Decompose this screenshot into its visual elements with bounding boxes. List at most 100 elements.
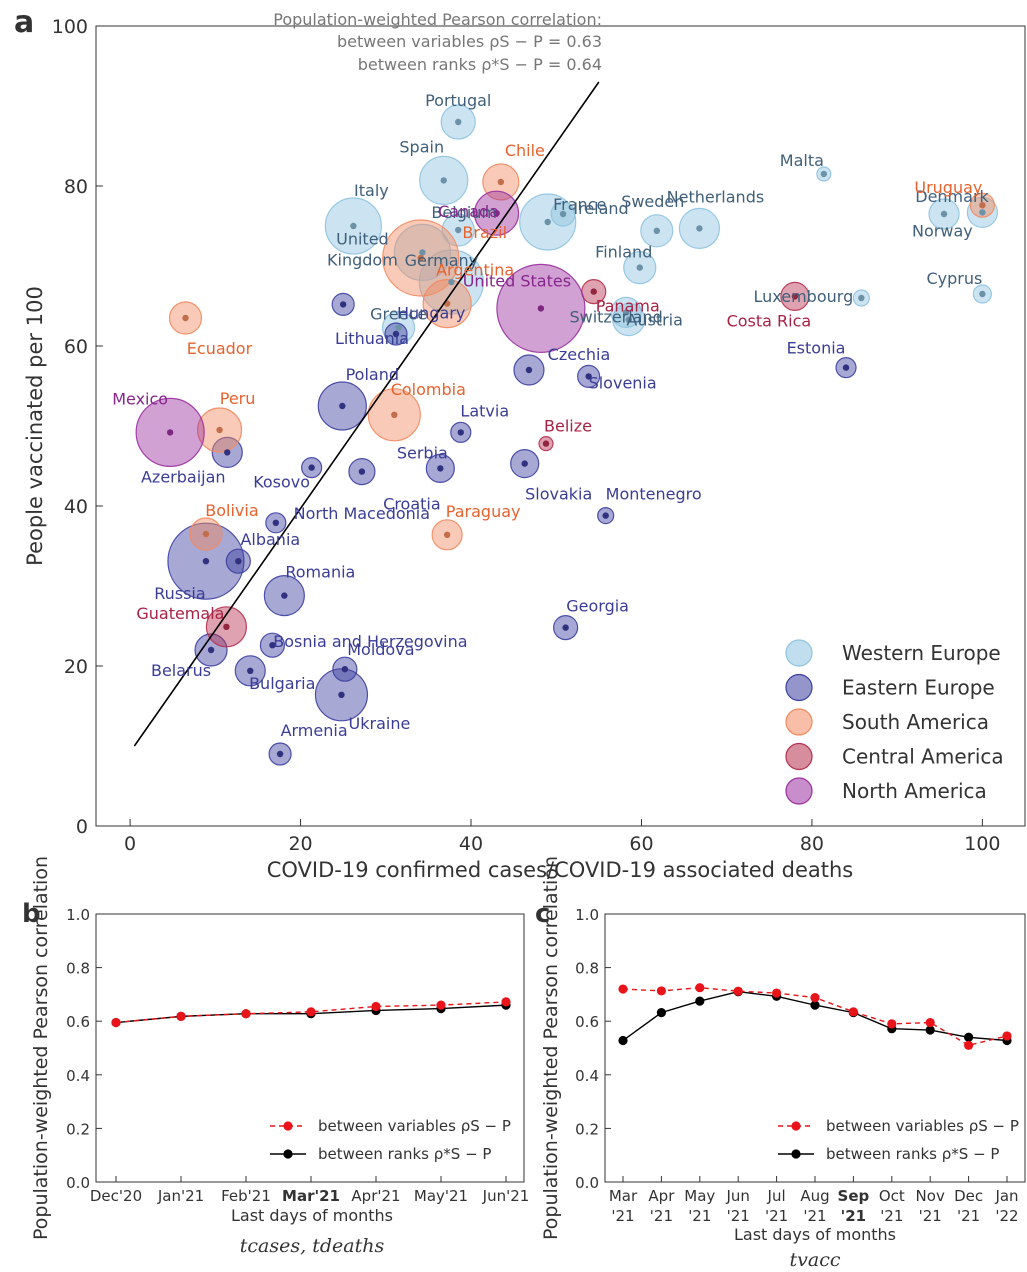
point-label-north-macedonia: North Macedonia <box>294 504 430 523</box>
point-label-albania: Albania <box>240 530 300 549</box>
point-center-netherlands <box>696 225 703 232</box>
x-tick-label-100: 100 <box>964 833 1000 855</box>
legend-label-north-america: North America <box>842 779 987 803</box>
point-center-costa-rica <box>791 293 799 300</box>
point-label-italy: Italy <box>354 181 389 200</box>
legend-swatch-western-europe <box>785 639 813 667</box>
x-tick-label-aug-21: Aug '21 <box>800 1187 829 1225</box>
panel-c-ticks: 0.0 0.2 0.4 0.6 0.8 1.0 Mar '21 Apr '21 May '21 Jun '… <box>575 906 1018 1225</box>
series-point-variables <box>925 1017 935 1028</box>
legend-label-variables: between variables ρS − P <box>318 1117 511 1135</box>
point-label-armenia: Armenia <box>281 721 348 740</box>
point-label-switzerland: Switzerland <box>569 307 662 326</box>
series-point-ranks <box>925 1025 935 1035</box>
point-center-poland <box>339 402 346 410</box>
point-center-latvia <box>457 429 464 436</box>
point-label-georgia: Georgia <box>566 597 629 616</box>
series-point-variables <box>371 1001 381 1012</box>
point-center-finland <box>636 264 643 271</box>
x-tick-label-mar-21: Mar'21 <box>282 1187 340 1205</box>
point-center-denmark <box>940 210 948 218</box>
point-center-belize <box>542 440 550 447</box>
panel-a-x-axis-label: COVID-19 confirmed cases/COVID-19 associ… <box>267 858 854 882</box>
panel-a-x-ticks: 0 20 40 60 80 100 <box>124 819 1001 855</box>
x-tick-label-feb-21: Feb'21 <box>221 1187 271 1205</box>
point-label-argentina: Argentina <box>436 261 514 280</box>
y-tick-label-0.8: 0.8 <box>575 960 599 978</box>
y-tick-label-0: 0 <box>76 816 88 838</box>
point-center-ukraine <box>338 691 345 698</box>
point-center-armenia <box>276 750 284 758</box>
panel-a-frame <box>95 25 1026 827</box>
series-point-variables <box>111 1017 121 1028</box>
panel-a-letter: a <box>14 5 34 40</box>
point-center-russia <box>202 558 210 565</box>
point-label-poland: Poland <box>346 365 399 384</box>
point-label-malta: Malta <box>780 151 824 170</box>
point-center-spain <box>440 177 447 184</box>
annotation-line-1: Population-weighted Pearson correlation: <box>273 10 602 29</box>
point-center-romania <box>281 592 288 599</box>
point-label-bolivia: Bolivia <box>205 501 258 520</box>
point-center-montenegro <box>602 512 609 519</box>
point-center-slovenia <box>585 373 592 380</box>
panel-c-y-axis-label: Population-weighted Pearson correlation <box>540 856 562 1240</box>
y-tick-label-80: 80 <box>64 176 88 198</box>
point-label-lithuania: Lithuania <box>335 329 409 348</box>
point-label-cyprus: Cyprus <box>926 269 982 288</box>
point-center-bosnia-and-herzegovina <box>269 642 276 649</box>
legend-marker-ranks <box>283 1149 293 1159</box>
point-label-colombia: Colombia <box>391 380 466 399</box>
x-tick-label-mar-21: Mar'21 <box>609 1187 638 1225</box>
legend-swatch-north-america <box>785 777 813 805</box>
x-tick-label-20: 20 <box>288 833 312 855</box>
x-tick-label-jan-21: Jan'21 <box>157 1187 204 1205</box>
x-tick-label-60: 60 <box>629 833 653 855</box>
point-center-albania <box>235 558 242 565</box>
point-label-slovenia: Slovenia <box>589 373 657 392</box>
legend-marker-ranks <box>791 1149 801 1159</box>
point-center-kosovo <box>308 464 315 471</box>
y-tick-label-0.8: 0.8 <box>66 960 90 978</box>
panel-c-frame <box>604 913 1026 1183</box>
panel-c-letter: c <box>535 899 550 929</box>
y-tick-label-20: 20 <box>64 656 88 678</box>
panel-c-legend: between variables ρS − P between ranks ρ*… <box>778 1117 1019 1163</box>
point-label-united-kingdom: United Kingdom <box>327 229 398 269</box>
x-tick-label-nov-21: Nov '21 <box>916 1187 945 1225</box>
point-center-malta <box>820 170 828 178</box>
point-label-portugal: Portugal <box>425 91 491 110</box>
x-tick-label-80: 80 <box>800 833 824 855</box>
point-label-ecuador: Ecuador <box>187 339 253 358</box>
point-label-france: France <box>553 195 606 214</box>
x-tick-label-jan-22: Jan '22 <box>994 1187 1018 1225</box>
point-label-netherlands: Netherlands <box>667 187 765 206</box>
series-point-variables <box>176 1011 186 1021</box>
legend-marker-variables <box>791 1121 801 1131</box>
point-center-united-states <box>537 305 545 312</box>
x-tick-label-dec-21: Dec '21 <box>954 1187 983 1225</box>
x-tick-label-jul-21: Jul '21 <box>765 1187 788 1225</box>
point-label-croatia: Croatia <box>383 495 441 514</box>
point-label-peru: Peru <box>220 389 256 408</box>
x-tick-label-oct-21: Oct '21 <box>879 1187 905 1225</box>
point-center-france <box>544 218 551 226</box>
x-tick-label-may-21: May'21 <box>414 1187 468 1205</box>
point-label-belarus: Belarus <box>151 661 211 680</box>
point-label-ireland: Ireland <box>573 199 628 218</box>
point-center-bolivia <box>202 530 210 538</box>
point-label-kosovo: Kosovo <box>253 473 310 492</box>
y-tick-label-60: 60 <box>64 336 88 358</box>
point-center-belarus <box>207 646 215 654</box>
point-label-azerbaijan: Azerbaijan <box>141 467 226 486</box>
point-center-portugal <box>455 118 462 126</box>
series-point-variables <box>618 984 628 994</box>
point-label-moldova: Moldova <box>347 640 414 659</box>
panel-b-frame <box>95 913 525 1183</box>
point-center-north-macedonia <box>272 519 280 526</box>
y-tick-label-0.0: 0.0 <box>575 1174 599 1192</box>
series-point-variables <box>772 988 782 998</box>
point-label-slovakia: Slovakia <box>525 485 592 504</box>
point-center-panama <box>590 288 597 295</box>
